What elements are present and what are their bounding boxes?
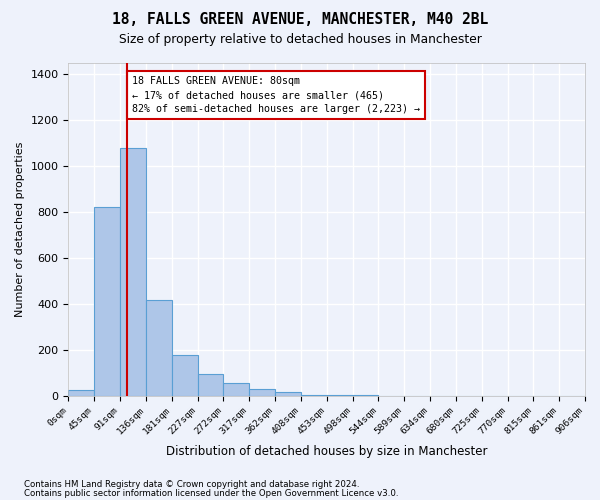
X-axis label: Distribution of detached houses by size in Manchester: Distribution of detached houses by size … <box>166 444 487 458</box>
Y-axis label: Number of detached properties: Number of detached properties <box>15 142 25 317</box>
Bar <box>120 148 146 396</box>
Bar <box>197 374 223 396</box>
Bar <box>68 390 94 396</box>
Text: Size of property relative to detached houses in Manchester: Size of property relative to detached ho… <box>119 32 481 46</box>
Bar <box>172 355 197 396</box>
Text: 18, FALLS GREEN AVENUE, MANCHESTER, M40 2BL: 18, FALLS GREEN AVENUE, MANCHESTER, M40 … <box>112 12 488 28</box>
Bar <box>223 383 249 396</box>
Text: Contains public sector information licensed under the Open Government Licence v3: Contains public sector information licen… <box>24 489 398 498</box>
Bar <box>301 394 327 396</box>
Bar <box>275 392 301 396</box>
Text: 18 FALLS GREEN AVENUE: 80sqm
← 17% of detached houses are smaller (465)
82% of s: 18 FALLS GREEN AVENUE: 80sqm ← 17% of de… <box>132 76 420 114</box>
Text: Contains HM Land Registry data © Crown copyright and database right 2024.: Contains HM Land Registry data © Crown c… <box>24 480 359 489</box>
Bar <box>146 300 172 396</box>
Bar <box>249 389 275 396</box>
Bar <box>94 208 120 396</box>
